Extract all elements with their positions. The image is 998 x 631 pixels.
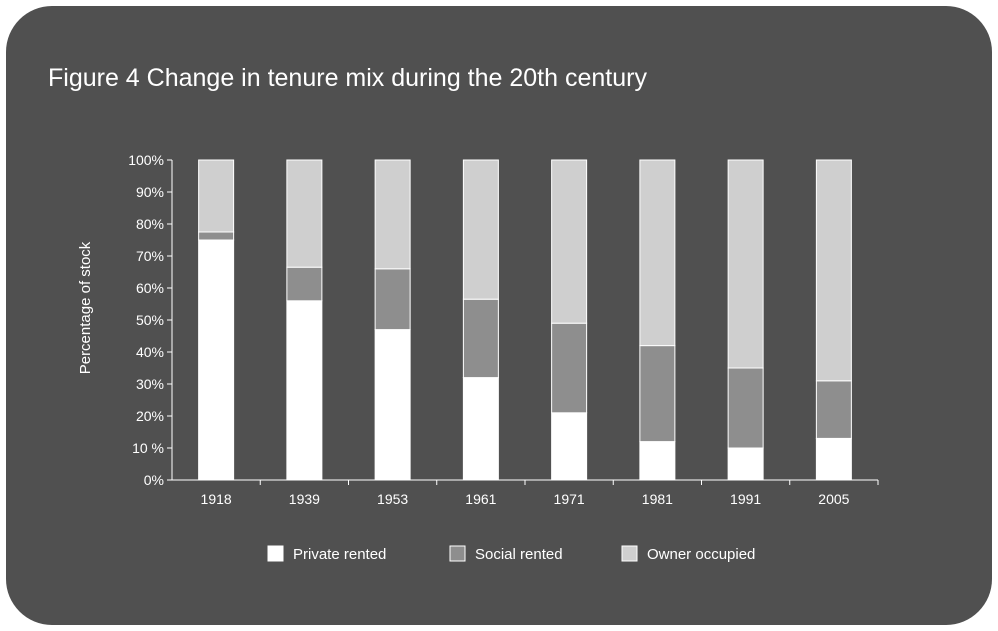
bar-segment: [198, 159, 235, 233]
legend-swatch: [267, 545, 284, 562]
x-tick-label: 1939: [289, 491, 320, 507]
chart-title: Figure 4 Change in tenure mix during the…: [48, 64, 647, 92]
x-tick-label: 1971: [554, 491, 585, 507]
legend-label: Social rented: [475, 546, 563, 563]
bar-segment: [815, 159, 852, 382]
y-tick-label: 50%: [136, 312, 164, 328]
y-tick-label: 90%: [136, 184, 164, 200]
bar-layer: [198, 159, 852, 481]
bar-segment: [286, 266, 323, 302]
legend-swatch: [621, 545, 638, 562]
bar-segment: [639, 345, 676, 443]
x-tick-label: 1991: [730, 491, 761, 507]
bar-segment: [551, 322, 588, 414]
bar-segment: [374, 329, 411, 481]
x-tick-label: 1953: [377, 491, 408, 507]
bar-segment: [815, 437, 852, 481]
x-tick-label: 1961: [465, 491, 496, 507]
bar-segment: [374, 159, 411, 270]
bar-segment: [727, 367, 764, 449]
y-tick-label: 80%: [136, 216, 164, 232]
bar-segment: [198, 239, 235, 481]
bar-segment: [374, 268, 411, 331]
y-tick-label: 0%: [144, 472, 164, 488]
axis-layer: 0% 10 % 20% 30% 40% 50% 60% 70% 80% 90% 100% 1918 19…: [128, 152, 879, 507]
bar-segment: [727, 447, 764, 481]
bar-segment: [551, 412, 588, 481]
y-tick-label: 30%: [136, 376, 164, 392]
y-axis-label: Percentage of stock: [77, 241, 94, 374]
bar-segment: [462, 159, 499, 300]
y-tick-label: 100%: [128, 152, 164, 168]
x-tick-label: 1918: [201, 491, 232, 507]
bar-segment: [727, 159, 764, 369]
bar-segment: [639, 159, 676, 347]
legend-label: Owner occupied: [647, 546, 755, 563]
bar-segment: [462, 377, 499, 481]
bar-segment: [462, 298, 499, 379]
legend: Private rented Social rented Owner occupie…: [267, 545, 755, 563]
bar-segment: [286, 159, 323, 268]
y-tick-label: 10 %: [132, 440, 164, 456]
y-tick-label: 70%: [136, 248, 164, 264]
bar-segment: [551, 159, 588, 324]
bar-segment: [198, 231, 235, 241]
bar-segment: [286, 300, 323, 481]
x-tick-label: 1981: [642, 491, 673, 507]
legend-swatch: [449, 545, 466, 562]
x-tick-label: 2005: [818, 491, 849, 507]
y-tick-label: 60%: [136, 280, 164, 296]
legend-label: Private rented: [293, 546, 386, 563]
y-tick-label: 40%: [136, 344, 164, 360]
bar-segment: [815, 380, 852, 439]
y-tick-label: 20%: [136, 408, 164, 424]
bar-segment: [639, 441, 676, 481]
